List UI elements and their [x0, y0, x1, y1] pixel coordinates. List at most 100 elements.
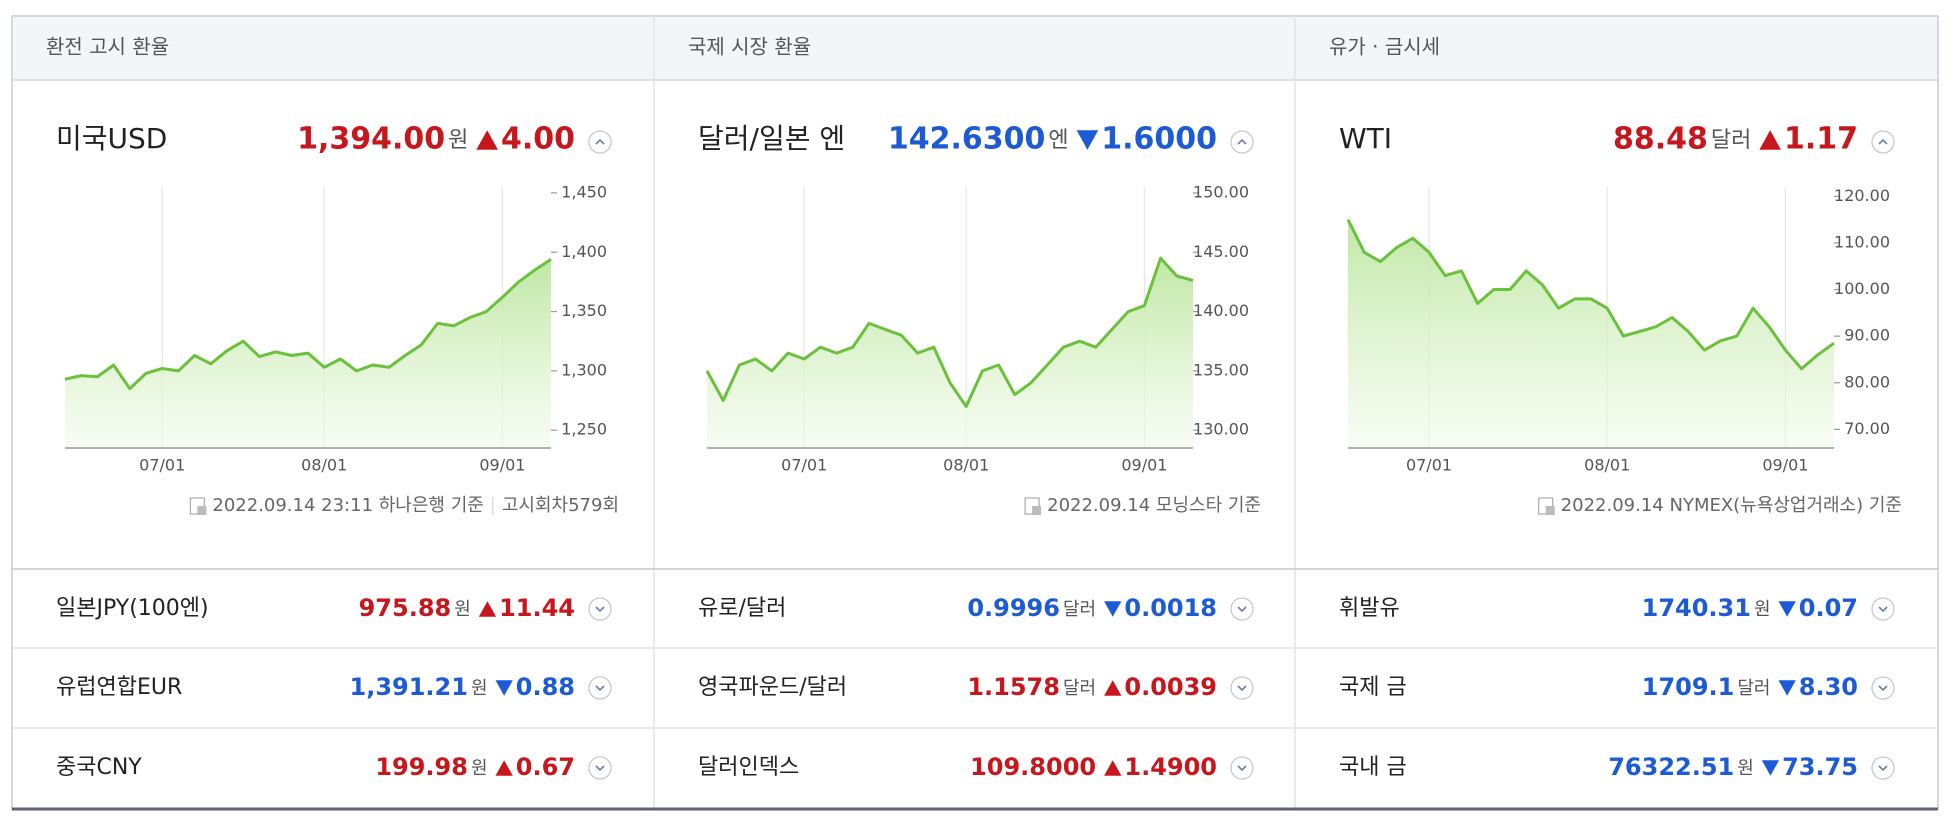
footnote: 2022.09.14 NYMEX(뉴욕상업거래소) 기준	[1561, 495, 1902, 516]
row-name[interactable]: 중국CNY	[56, 755, 142, 780]
chevron	[595, 685, 605, 692]
chevron	[1237, 606, 1247, 613]
change: 11.44	[499, 594, 575, 622]
change: 1.4900	[1124, 753, 1217, 781]
row-name[interactable]: 휘발유	[1339, 596, 1400, 621]
row-name[interactable]: 국제 금	[1339, 675, 1407, 700]
change: 1.17	[1784, 122, 1858, 157]
price: 142.6300	[888, 122, 1046, 157]
down-arrow	[1778, 680, 1796, 696]
collapse-button[interactable]	[1871, 130, 1895, 154]
x-tick-label: 09/01	[479, 456, 525, 475]
chevron	[1878, 138, 1888, 145]
x-tick-label: 09/01	[1762, 456, 1808, 475]
unit: 원	[471, 678, 488, 699]
chevron	[1878, 685, 1888, 692]
doc-icon-mark	[197, 506, 207, 515]
price: 975.88	[359, 594, 452, 622]
expand-button[interactable]	[1230, 597, 1254, 621]
change: 4.00	[501, 122, 575, 157]
y-tick-label: 110.00	[1834, 232, 1890, 251]
tab-label[interactable]: 환전 고시 환율	[46, 35, 169, 59]
expand-button[interactable]	[588, 676, 612, 700]
price: 1709.1	[1642, 673, 1735, 701]
expand-button[interactable]	[588, 597, 612, 621]
x-tick-label: 08/01	[1584, 456, 1630, 475]
price: 1,391.21	[350, 673, 468, 701]
change: 73.75	[1782, 753, 1858, 781]
chevron	[595, 138, 605, 145]
collapse-button[interactable]	[588, 130, 612, 154]
chevron	[1878, 606, 1888, 613]
tab-label[interactable]: 국제 시장 환율	[688, 35, 811, 59]
down-arrow	[495, 680, 513, 696]
x-tick-label: 07/01	[139, 456, 185, 475]
down-arrow	[1761, 760, 1780, 776]
y-tick-label: 80.00	[1844, 372, 1890, 391]
row-name[interactable]: 영국파운드/달러	[698, 675, 847, 700]
expand-button[interactable]	[1230, 756, 1254, 780]
tab-label[interactable]: 유가 · 금시세	[1329, 35, 1440, 59]
chevron	[595, 765, 605, 772]
expand-button[interactable]	[588, 756, 612, 780]
up-arrow	[478, 601, 497, 617]
doc-icon-mark	[1545, 506, 1555, 515]
y-tick-label: 1,400	[561, 242, 607, 261]
price: 1,394.00	[297, 122, 445, 157]
line	[64, 258, 552, 391]
x-tick-label: 07/01	[781, 456, 827, 475]
x-tick-label: 09/01	[1121, 456, 1167, 475]
y-tick-label: 145.00	[1193, 242, 1249, 261]
down-arrow	[1104, 601, 1122, 617]
x-tick-label: 08/01	[301, 456, 347, 475]
doc-icon-mark	[1032, 506, 1042, 515]
unit: 달러	[1063, 678, 1096, 699]
chevron	[1878, 765, 1888, 772]
change: 8.30	[1799, 673, 1858, 701]
expand-button[interactable]	[1230, 676, 1254, 700]
footnote: 고시회차579회	[502, 495, 619, 516]
expand-button[interactable]	[1871, 676, 1895, 700]
price: 109.8000	[970, 753, 1096, 781]
up-arrow	[1104, 760, 1122, 776]
x-tick-label: 08/01	[943, 456, 989, 475]
y-tick-label: 1,450	[561, 182, 607, 201]
change: 0.0018	[1124, 594, 1217, 622]
down-arrow	[1076, 130, 1099, 150]
quote-title: 미국USD	[56, 122, 167, 155]
footnote: 2022.09.14 모닝스타 기준	[1047, 495, 1261, 516]
unit: 엔	[1048, 128, 1068, 153]
y-tick-label: 120.00	[1834, 186, 1890, 205]
unit: 원	[471, 758, 488, 779]
area	[707, 258, 1193, 448]
row-name[interactable]: 유럽연합EUR	[56, 675, 182, 700]
collapse-button[interactable]	[1230, 130, 1254, 154]
expand-button[interactable]	[1871, 597, 1895, 621]
row-name[interactable]: 달러인덱스	[698, 755, 799, 780]
chevron	[1237, 765, 1247, 772]
row-name[interactable]: 일본JPY(100엔)	[56, 596, 209, 621]
y-tick-label: 1,300	[561, 360, 607, 379]
area	[1348, 219, 1834, 448]
unit: 달러	[1711, 128, 1751, 153]
y-tick-label: 135.00	[1193, 360, 1249, 379]
unit: 원	[1737, 758, 1754, 779]
row-name[interactable]: 국내 금	[1339, 755, 1407, 780]
change: 0.07	[1799, 594, 1858, 622]
price: 88.48	[1613, 122, 1708, 157]
chevron	[1237, 138, 1247, 145]
chevron	[1237, 685, 1247, 692]
y-tick-label: 100.00	[1834, 279, 1890, 298]
y-tick-label: 130.00	[1193, 420, 1249, 439]
expand-button[interactable]	[1871, 756, 1895, 780]
price: 1.1578	[967, 673, 1060, 701]
tab-bar	[12, 16, 1938, 80]
price: 199.98	[375, 753, 468, 781]
footnote: 2022.09.14 23:11 하나은행 기준	[212, 495, 483, 516]
line	[1346, 218, 1835, 371]
quote-title: WTI	[1339, 122, 1392, 155]
row-name[interactable]: 유로/달러	[698, 596, 786, 621]
unit: 달러	[1063, 599, 1096, 620]
change: 0.88	[516, 673, 575, 701]
